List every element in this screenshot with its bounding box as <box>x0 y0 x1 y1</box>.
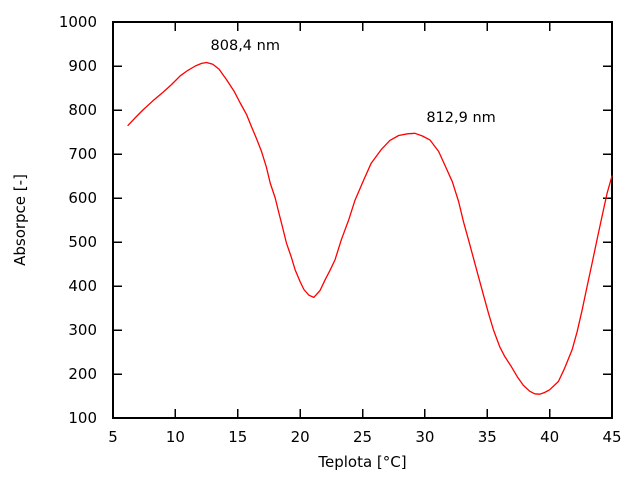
y-tick-label-4: 500 <box>68 233 97 251</box>
x-tick-label-2: 15 <box>228 428 247 446</box>
y-tick-label-1: 200 <box>68 365 97 383</box>
x-tick-label-3: 20 <box>291 428 310 446</box>
x-tick-label-6: 35 <box>478 428 497 446</box>
annotation-0: 808,4 nm <box>211 38 280 54</box>
y-tick-label-8: 900 <box>68 57 97 75</box>
x-axis-label: Teplota [°C] <box>317 453 406 471</box>
plot-frame <box>112 21 613 419</box>
y-tick-label-0: 100 <box>68 409 97 427</box>
x-tick-label-8: 45 <box>602 428 621 446</box>
x-tick-label-1: 10 <box>166 428 185 446</box>
y-tick-label-2: 300 <box>68 321 97 339</box>
y-tick-label-5: 600 <box>68 189 97 207</box>
x-tick-label-4: 25 <box>353 428 372 446</box>
y-tick-label-6: 700 <box>68 145 97 163</box>
y-axis-label: Absorpce [-] <box>11 174 29 266</box>
x-tick-label-7: 40 <box>540 428 559 446</box>
series-absorpce-vs-teplota <box>127 61 613 395</box>
y-tick-label-9: 1000 <box>59 13 97 31</box>
x-tick-label-5: 30 <box>415 428 434 446</box>
y-tick-label-7: 800 <box>68 101 97 119</box>
x-tick-label-0: 5 <box>108 428 118 446</box>
annotation-1: 812,9 nm <box>426 110 495 126</box>
y-tick-label-3: 400 <box>68 277 97 295</box>
